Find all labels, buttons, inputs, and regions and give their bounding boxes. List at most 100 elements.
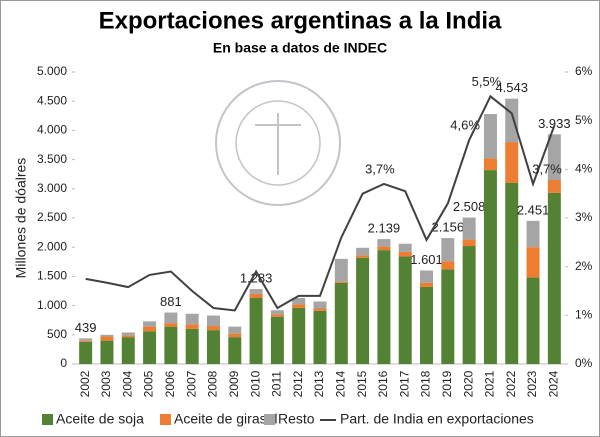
bar-segment bbox=[206, 330, 220, 364]
bar-segment bbox=[143, 326, 157, 332]
line-label: 3,7% bbox=[532, 161, 562, 176]
bar-segment bbox=[334, 258, 348, 282]
bar-segment bbox=[356, 247, 370, 256]
y-tick-label: 2.500 bbox=[37, 210, 67, 224]
y2-tick-label: 5% bbox=[575, 113, 593, 127]
legend-label: Aceite de girasol bbox=[174, 411, 278, 427]
y2-tick-label: 0% bbox=[575, 356, 593, 370]
bar-segment bbox=[143, 321, 157, 327]
bar-segment bbox=[79, 341, 93, 364]
legend-swatch bbox=[160, 414, 171, 425]
line-label: 4,6% bbox=[450, 118, 480, 133]
bar-segment bbox=[292, 304, 306, 308]
bar-segment bbox=[398, 251, 412, 257]
x-tick-label: 2021 bbox=[483, 370, 497, 397]
y-tick-label: 4.000 bbox=[37, 123, 67, 137]
x-tick-label: 2023 bbox=[525, 370, 539, 397]
bar-segment bbox=[505, 142, 519, 183]
legend-label: Resto bbox=[278, 411, 315, 427]
bar-segment bbox=[228, 333, 242, 338]
x-tick-label: 2024 bbox=[547, 370, 561, 397]
bar-segment bbox=[206, 326, 220, 331]
bar-segment bbox=[121, 332, 135, 336]
y2-tick-label: 1% bbox=[575, 308, 593, 322]
y2-tick-label: 6% bbox=[575, 64, 593, 78]
x-tick-label: 2011 bbox=[270, 371, 284, 397]
bar-segment bbox=[377, 246, 391, 251]
total-label: 2.508 bbox=[453, 199, 486, 214]
chart-subtitle: En base a datos de INDEC bbox=[213, 40, 387, 56]
y-tick-label: 2.000 bbox=[37, 239, 67, 253]
legend-label: Part. de India en exportaciones bbox=[340, 411, 534, 427]
x-tick-label: 2006 bbox=[163, 370, 177, 397]
y-tick-label: 3.000 bbox=[37, 181, 67, 195]
y2-tick-label: 3% bbox=[575, 210, 593, 224]
bar-segment bbox=[313, 301, 327, 309]
x-tick-label: 2015 bbox=[355, 370, 369, 397]
bar-segment bbox=[185, 328, 199, 364]
legend-swatch bbox=[264, 414, 275, 425]
bar-segment bbox=[420, 286, 434, 364]
bar-segment bbox=[143, 331, 157, 364]
bar-segment bbox=[398, 256, 412, 364]
bar-segment bbox=[313, 308, 327, 311]
y-tick-label: 500 bbox=[47, 327, 67, 341]
bar-segment bbox=[420, 282, 434, 287]
y2-tick-label: 4% bbox=[575, 162, 593, 176]
y-tick-label: 5.000 bbox=[37, 64, 67, 78]
bar-segment bbox=[334, 281, 348, 283]
bar-segment bbox=[398, 243, 412, 252]
y-tick-label: 1.000 bbox=[37, 298, 67, 312]
bar-segment bbox=[547, 134, 561, 181]
chart-title: Exportaciones argentinas a la India bbox=[99, 7, 502, 34]
x-tick-label: 2008 bbox=[206, 370, 220, 397]
bar-segment bbox=[505, 182, 519, 364]
bar-segment bbox=[547, 192, 561, 364]
bar-segment bbox=[121, 335, 135, 338]
bar-segment bbox=[526, 220, 540, 248]
bar-segment bbox=[270, 316, 284, 364]
total-label: 2.139 bbox=[368, 221, 401, 236]
bar-segment bbox=[526, 277, 540, 364]
x-tick-label: 2017 bbox=[397, 370, 411, 397]
x-tick-label: 2013 bbox=[312, 370, 326, 397]
bar-segment bbox=[334, 282, 348, 364]
legend-label: Aceite de soja bbox=[56, 411, 144, 427]
x-tick-label: 2018 bbox=[419, 370, 433, 397]
bar-segment bbox=[483, 158, 497, 171]
bar-segment bbox=[356, 255, 370, 258]
bar-segment bbox=[164, 323, 178, 327]
bar-segment bbox=[249, 289, 263, 294]
bar-segment bbox=[185, 324, 199, 329]
bar-segment bbox=[441, 269, 455, 364]
bar-segment bbox=[100, 334, 114, 337]
y-tick-label: 3.500 bbox=[37, 152, 67, 166]
x-tick-label: 2014 bbox=[333, 370, 347, 397]
x-tick-label: 2010 bbox=[248, 370, 262, 397]
bar-segment bbox=[270, 310, 284, 315]
bar-segment bbox=[526, 247, 540, 278]
x-tick-label: 2004 bbox=[120, 370, 134, 397]
bar-segment bbox=[462, 246, 476, 364]
y2-tick-label: 2% bbox=[575, 259, 593, 273]
x-tick-label: 2003 bbox=[99, 370, 113, 397]
bar-segment bbox=[228, 326, 242, 334]
total-label: 1.601 bbox=[410, 252, 443, 267]
bar-segment bbox=[462, 239, 476, 247]
bar-segment bbox=[292, 298, 306, 305]
x-tick-label: 2002 bbox=[78, 370, 92, 397]
total-label: 2.451 bbox=[517, 202, 550, 217]
bar-segment bbox=[100, 336, 114, 341]
x-tick-label: 2009 bbox=[227, 370, 241, 397]
x-tick-label: 2019 bbox=[440, 370, 454, 397]
bar-segment bbox=[121, 337, 135, 364]
bar-segment bbox=[270, 314, 284, 317]
bar-segment bbox=[313, 310, 327, 364]
x-tick-label: 2016 bbox=[376, 370, 390, 397]
bar-segment bbox=[79, 338, 93, 341]
line-label: 5,5% bbox=[472, 74, 502, 89]
y-tick-label: 4.500 bbox=[37, 93, 67, 107]
y-axis-label: Millones de dóalres bbox=[13, 158, 29, 279]
bar-segment bbox=[377, 250, 391, 364]
